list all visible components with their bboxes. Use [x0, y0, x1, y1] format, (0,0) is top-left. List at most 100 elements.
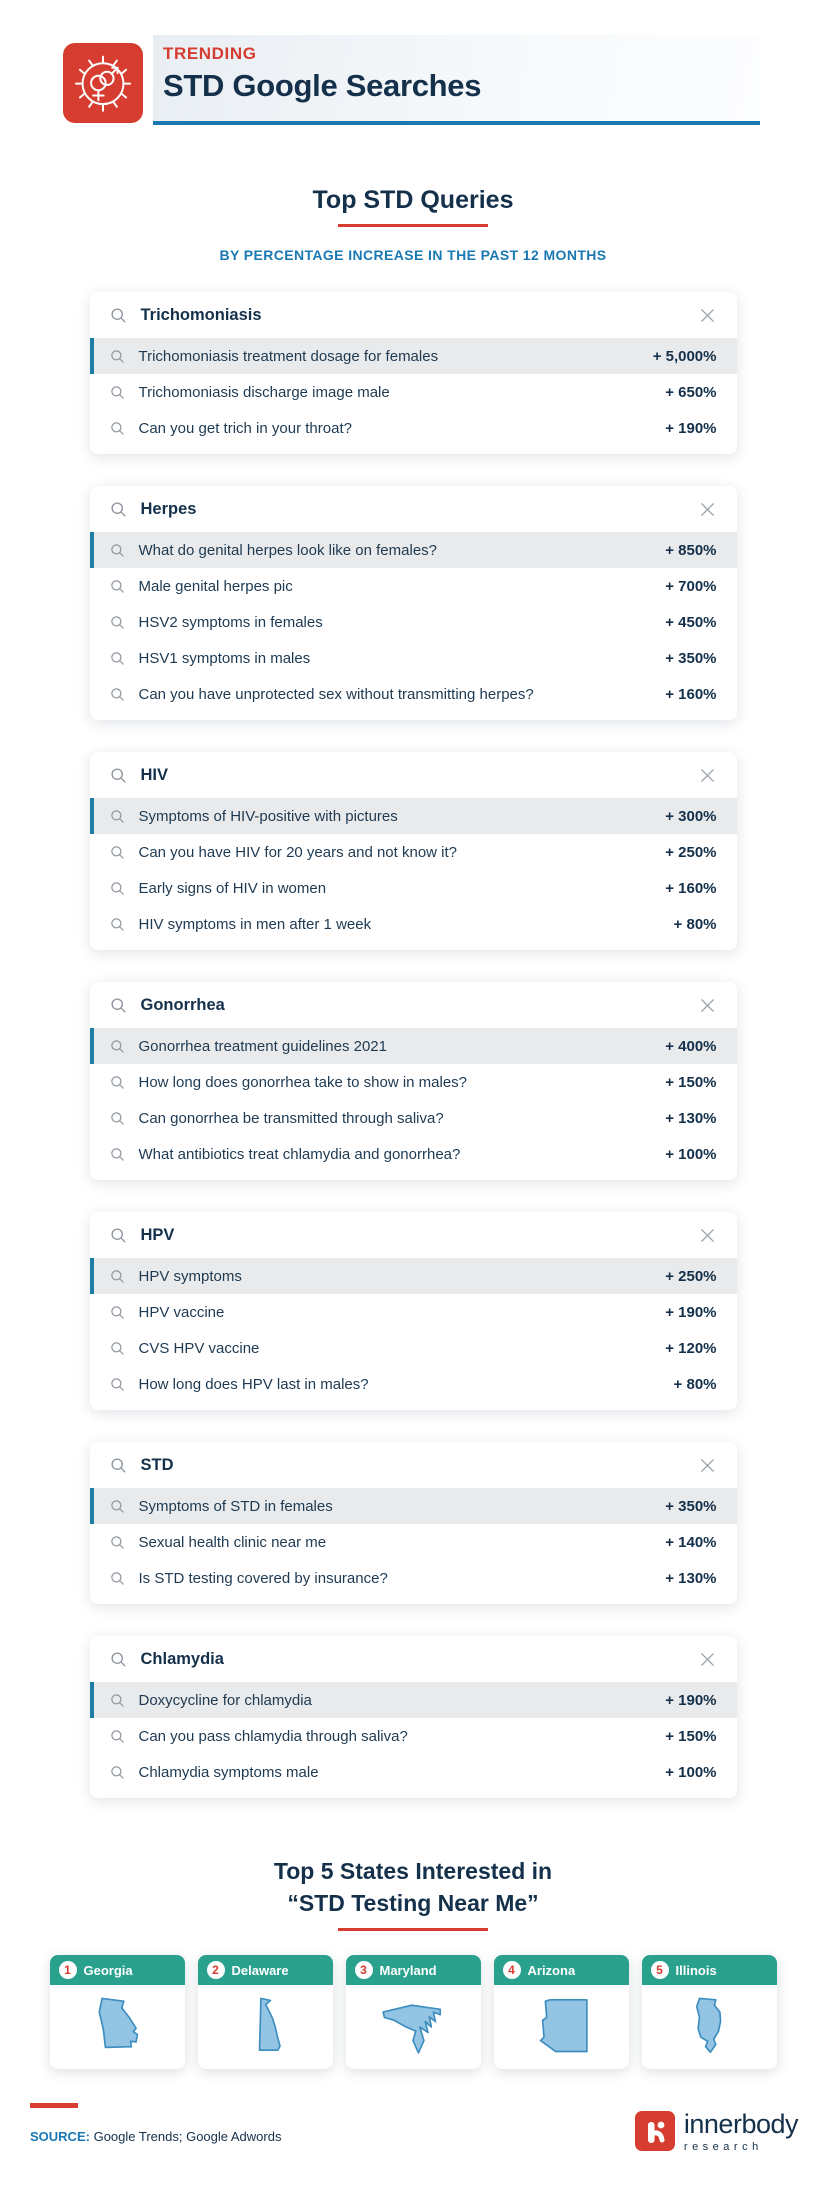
- search-suggestion-row[interactable]: How long does gonorrhea take to show in …: [90, 1064, 737, 1100]
- increase-value: + 700%: [665, 577, 717, 595]
- suggestion-text: Can you pass chlamydia through saliva?: [138, 1727, 408, 1745]
- search-icon: [110, 1305, 124, 1319]
- search-suggestion-row[interactable]: Can you pass chlamydia through saliva? +…: [90, 1718, 737, 1754]
- search-suggestion-row[interactable]: Chlamydia symptoms male + 100%: [90, 1754, 737, 1790]
- state-card-header: 5 Illinois: [641, 1955, 777, 1986]
- red-underline: [338, 224, 488, 227]
- search-icon: [110, 651, 124, 665]
- search-term: Gonorrhea: [140, 995, 225, 1014]
- state-name: Arizona: [527, 1962, 576, 1978]
- increase-value: + 350%: [665, 1497, 717, 1515]
- search-suggestion-row[interactable]: CVS HPV vaccine + 120%: [90, 1330, 737, 1366]
- state-card: 4 Arizona: [493, 1955, 629, 2070]
- search-icon: [110, 1765, 124, 1779]
- search-suggestion-row[interactable]: Trichomoniasis discharge image male + 65…: [90, 374, 737, 410]
- search-field[interactable]: STD: [90, 1442, 737, 1488]
- search-card: HPV HPV symptoms + 250% HPV vaccine + 19…: [89, 1212, 737, 1410]
- search-suggestion-row[interactable]: Sexual health clinic near me + 140%: [90, 1524, 737, 1560]
- search-field[interactable]: HIV: [90, 752, 737, 798]
- rank-badge: 2: [206, 1961, 225, 1980]
- search-card: Chlamydia Doxycycline for chlamydia + 19…: [89, 1636, 737, 1798]
- state-map: [494, 1985, 629, 2069]
- increase-value: + 5,000%: [652, 347, 717, 365]
- search-suggestion-row[interactable]: Male genital herpes pic + 700%: [90, 568, 737, 604]
- header-kicker: TRENDING: [163, 44, 257, 63]
- search-suggestion-row[interactable]: Can you get trich in your throat? + 190%: [90, 410, 737, 446]
- state-card: 1 Georgia: [49, 1955, 185, 2070]
- search-suggestion-row[interactable]: What do genital herpes look like on fema…: [89, 532, 737, 568]
- increase-value: + 650%: [665, 383, 717, 401]
- search-suggestion-row[interactable]: Is STD testing covered by insurance? + 1…: [90, 1560, 737, 1596]
- close-icon[interactable]: [698, 306, 717, 325]
- close-icon[interactable]: [698, 1456, 717, 1475]
- search-suggestion-row[interactable]: HPV symptoms + 250%: [89, 1258, 737, 1294]
- search-term: HIV: [140, 765, 169, 784]
- search-suggestion-row[interactable]: HPV vaccine + 190%: [90, 1294, 737, 1330]
- search-card: HIV Symptoms of HIV-positive with pictur…: [89, 752, 737, 950]
- suggestion-text: Symptoms of STD in females: [138, 1497, 333, 1515]
- increase-value: + 80%: [673, 1375, 717, 1393]
- search-suggestion-row[interactable]: Doxycycline for chlamydia + 190%: [89, 1682, 737, 1718]
- search-card: Trichomoniasis Trichomoniasis treatment …: [89, 292, 737, 454]
- search-suggestion-row[interactable]: What antibiotics treat chlamydia and gon…: [90, 1136, 737, 1172]
- close-icon[interactable]: [698, 500, 717, 519]
- suggestion-text: What do genital herpes look like on fema…: [138, 541, 438, 559]
- page-title: STD Google Searches: [163, 68, 482, 103]
- search-icon: [110, 1147, 124, 1161]
- search-term: Herpes: [140, 499, 197, 518]
- suggestion-text: What antibiotics treat chlamydia and gon…: [138, 1145, 461, 1163]
- search-icon: [110, 767, 126, 783]
- close-icon[interactable]: [698, 1226, 717, 1245]
- search-suggestion-row[interactable]: Gonorrhea treatment guidelines 2021 + 40…: [89, 1028, 737, 1064]
- georgia-outline: [98, 1998, 139, 2049]
- search-suggestion-row[interactable]: Trichomoniasis treatment dosage for fema…: [89, 338, 737, 374]
- close-icon[interactable]: [698, 766, 717, 785]
- logo-wordmark: innerbody: [683, 2109, 799, 2140]
- state-card-header: 2 Delaware: [197, 1955, 333, 1986]
- search-suggestion-row[interactable]: Can you have HIV for 20 years and not kn…: [90, 834, 737, 870]
- search-icon: [110, 1341, 124, 1355]
- search-icon: [110, 615, 124, 629]
- search-suggestion-row[interactable]: HIV symptoms in men after 1 week + 80%: [90, 906, 737, 942]
- innerbody-logo[interactable]: innerbody research: [634, 2109, 799, 2153]
- state-name: Illinois: [675, 1962, 717, 1978]
- close-icon[interactable]: [698, 1650, 717, 1669]
- state-name: Maryland: [379, 1962, 437, 1978]
- rank-badge: 3: [354, 1961, 373, 1980]
- footer: SOURCE: Google Trends; Google Adwords in…: [0, 2103, 826, 2173]
- search-icon: [110, 349, 124, 363]
- search-icon: [110, 687, 124, 701]
- search-field[interactable]: Chlamydia: [90, 1636, 737, 1682]
- suggestion-text: Trichomoniasis discharge image male: [138, 383, 390, 401]
- search-field[interactable]: Herpes: [90, 486, 737, 532]
- search-suggestion-row[interactable]: Early signs of HIV in women + 160%: [90, 870, 737, 906]
- close-icon[interactable]: [698, 996, 717, 1015]
- search-suggestion-row[interactable]: Can gonorrhea be transmitted through sal…: [90, 1100, 737, 1136]
- footer-red-line: [30, 2103, 78, 2109]
- search-field[interactable]: Gonorrhea: [90, 982, 737, 1028]
- search-term: STD: [140, 1455, 174, 1474]
- search-field[interactable]: Trichomoniasis: [90, 292, 737, 338]
- search-suggestion-row[interactable]: Symptoms of HIV-positive with pictures +…: [89, 798, 737, 834]
- states-title-line2: “STD Testing Near Me”: [287, 1889, 539, 1916]
- search-field[interactable]: HPV: [90, 1212, 737, 1258]
- increase-value: + 300%: [665, 807, 717, 825]
- queries-section-title: Top STD Queries: [312, 186, 514, 214]
- queries-section-subtitle: BY PERCENTAGE INCREASE IN THE PAST 12 MO…: [219, 247, 607, 263]
- search-term: Trichomoniasis: [140, 305, 262, 324]
- search-icon: [110, 917, 124, 931]
- header: TRENDING STD Google Searches: [0, 0, 826, 125]
- illinois-outline: [695, 1998, 722, 2054]
- increase-value: + 250%: [665, 1267, 717, 1285]
- increase-value: + 350%: [665, 649, 717, 667]
- search-suggestion-row[interactable]: How long does HPV last in males? + 80%: [90, 1366, 737, 1402]
- search-suggestion-row[interactable]: Symptoms of STD in females + 350%: [89, 1488, 737, 1524]
- state-card-header: 4 Arizona: [493, 1955, 629, 1986]
- search-suggestion-row[interactable]: Can you have unprotected sex without tra…: [90, 676, 737, 712]
- increase-value: + 190%: [665, 1303, 717, 1321]
- search-suggestion-row[interactable]: HSV2 symptoms in females + 450%: [90, 604, 737, 640]
- search-suggestion-row[interactable]: HSV1 symptoms in males + 350%: [90, 640, 737, 676]
- state-card: 3 Maryland: [345, 1955, 481, 2070]
- search-icon: [110, 385, 124, 399]
- search-icon: [110, 1075, 124, 1089]
